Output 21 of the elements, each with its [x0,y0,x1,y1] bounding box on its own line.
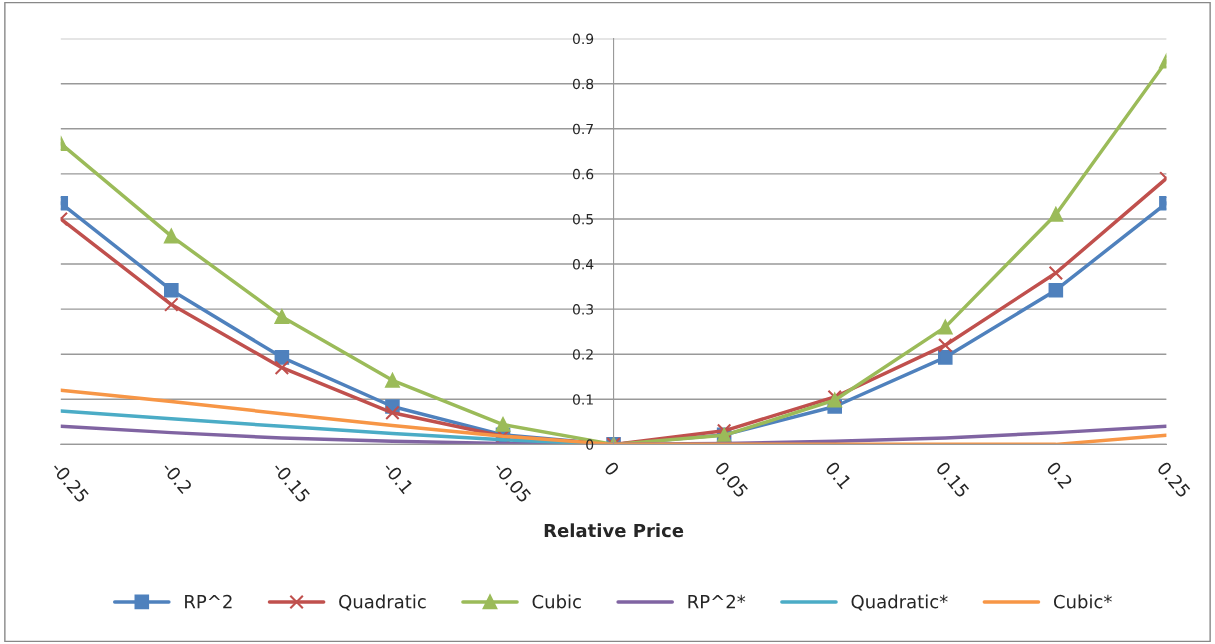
y-tick-label: 0.1 [572,394,593,405]
y-tick-label: 0.7 [572,123,593,135]
legend-label: Quadratic [339,594,426,611]
legend-label: Quadratic* [851,594,948,611]
y-tick-label: 0.9 [572,33,594,45]
x-tick-label: 0.2 [1045,460,1073,490]
y-tick-label: 0.2 [572,349,593,360]
y-tick-label: 0.6 [572,168,594,180]
legend-label: Cubic* [1053,594,1112,609]
legend-label: RP^2* [688,594,746,609]
y-tick-label: 0.3 [572,304,594,315]
legend-label: RP^2 [185,594,232,609]
x-tick-label: 0.1 [824,460,852,490]
x-tick-label: -0.1 [382,460,414,495]
legend-label: Cubic [532,594,581,609]
y-tick-label: 0.5 [572,213,593,225]
y-tick-label: 0.4 [572,259,594,270]
y-tick-label: 0.8 [572,78,594,90]
x-tick-label: -0.2 [161,460,193,495]
x-tick-label: 0 [603,460,620,477]
x-axis-title: Relative Price [544,523,684,538]
